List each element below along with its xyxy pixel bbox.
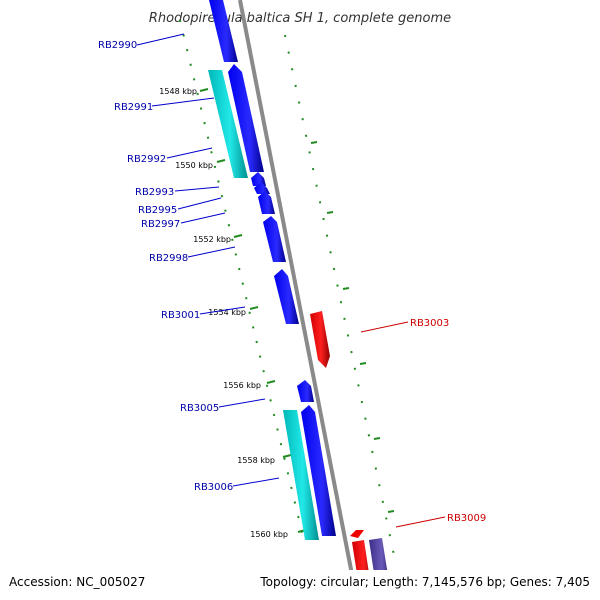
gene-label-rb3003[interactable]: RB3003	[410, 318, 449, 329]
genome-backbone	[238, 0, 359, 600]
gene-label-rb2993[interactable]: RB2993	[135, 187, 174, 198]
gene-label-rb3001[interactable]: RB3001	[161, 310, 200, 321]
gene-rb3001[interactable]	[274, 269, 299, 324]
gene-rb3005[interactable]	[297, 380, 314, 402]
cds-feature-rb3006[interactable]	[283, 410, 319, 540]
label-leaders-left	[136, 33, 280, 487]
gene-rb3003[interactable]	[310, 311, 330, 368]
gene-label-rb3005[interactable]: RB3005	[180, 403, 219, 414]
gene-label-rb2992[interactable]: RB2992	[127, 154, 166, 165]
genome-summary-text: Topology: circular; Length: 7,145,576 bp…	[259, 575, 590, 589]
ruler-label: 1550 kbp	[175, 161, 213, 170]
gene-rb2995[interactable]	[258, 191, 275, 214]
gene-label-rb3009[interactable]: RB3009	[447, 513, 486, 524]
gene-rb2993[interactable]	[254, 182, 270, 194]
ruler-label: 1558 kbp	[237, 456, 275, 465]
gene-label-rb3006[interactable]: RB3006	[194, 482, 233, 493]
gene-label-rb2997[interactable]: RB2997	[141, 219, 180, 230]
gene-rb3009-arrowhead[interactable]	[350, 530, 364, 538]
gene-rb2998[interactable]	[263, 216, 286, 262]
gene-label-rb2991[interactable]: RB2991	[114, 102, 153, 113]
gene-rb2991[interactable]	[228, 64, 264, 172]
ruler-major-ticks	[199, 88, 307, 533]
map-title: Rhodopirellula baltica SH 1, complete ge…	[149, 11, 451, 26]
gene-label-rb2990[interactable]: RB2990	[98, 40, 137, 51]
cds-feature-rb2991[interactable]	[208, 70, 248, 178]
gene-rb2992[interactable]	[251, 172, 266, 186]
ruler-label: 1560 kbp	[250, 530, 288, 539]
gene-rb3006[interactable]	[301, 405, 336, 536]
ruler-label: 1554 kbp	[208, 308, 246, 317]
gene-label-rb2998[interactable]: RB2998	[149, 253, 188, 264]
label-leaders-right	[360, 321, 446, 528]
accession-text: Accession: NC_005027	[9, 575, 145, 589]
outer-ruler-ticks	[310, 141, 395, 513]
gene-rb2990[interactable]	[209, 0, 238, 62]
ruler-label: 1556 kbp	[223, 381, 261, 390]
ruler-label: 1552 kbp	[193, 235, 231, 244]
gene-label-rb2995[interactable]: RB2995	[138, 205, 177, 216]
footer-background	[0, 570, 600, 600]
ruler-label: 1548 kbp	[159, 87, 197, 96]
